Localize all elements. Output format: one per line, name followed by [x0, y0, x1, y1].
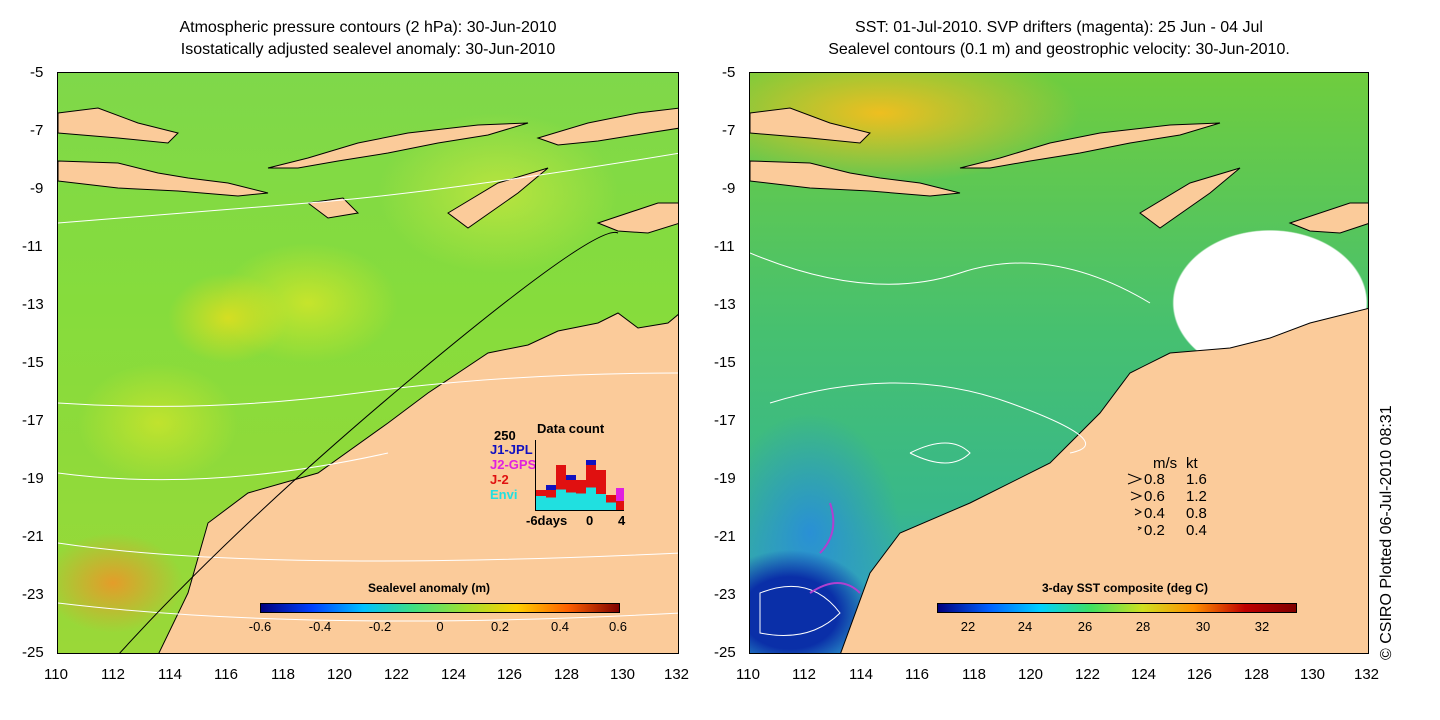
series-label-j2gps: J2-GPS	[490, 457, 537, 472]
sealevel-colorbar	[260, 603, 620, 613]
right-title-line1: SST: 01-Jul-2010. SVP drifters (magenta)…	[855, 19, 1263, 36]
series-label-j1: J1-JPL	[490, 442, 533, 457]
lat-label: -17	[22, 412, 44, 429]
data-count-max: 250	[494, 428, 516, 443]
histogram-bar	[566, 475, 576, 510]
lat-label: -17	[714, 412, 736, 429]
sealevel-colorbar-label: 0	[436, 619, 444, 634]
data-count-xlabel: 4	[618, 513, 626, 528]
copyright-text: © CSIRO Plotted 06-Jul-2010 08:31	[1378, 405, 1395, 660]
series-label-j2: J-2	[490, 472, 509, 487]
histogram-bar	[596, 470, 606, 510]
velocity-row-kt: 0.4	[1186, 522, 1207, 539]
velocity-row-kt: 1.6	[1186, 471, 1207, 488]
lon-label: 132	[1354, 666, 1380, 683]
lon-label: 114	[158, 666, 182, 683]
sealevel-anomaly-map	[57, 72, 679, 654]
lat-label: -11	[22, 238, 43, 255]
sst-colorbar	[937, 603, 1297, 613]
lat-label: -23	[714, 586, 736, 603]
lat-label: -15	[714, 354, 736, 371]
data-count-title: Data count	[537, 421, 605, 436]
lat-label: -9	[30, 180, 44, 197]
lon-label: 130	[1300, 666, 1326, 683]
histogram-bar	[536, 490, 546, 510]
lat-label: -7	[30, 122, 44, 139]
lon-label: 116	[905, 666, 929, 683]
lat-label: -7	[722, 122, 736, 139]
sst-colorbar-label: 28	[1135, 619, 1151, 634]
histogram-bar	[556, 465, 566, 510]
velocity-header-ms: m/s	[1153, 455, 1178, 472]
lon-label: 124	[1131, 666, 1157, 683]
series-label-envi: Envi	[490, 487, 518, 502]
lon-label: 128	[554, 666, 580, 683]
lon-label: 132	[664, 666, 690, 683]
velocity-row-ms: 0.2	[1144, 522, 1165, 539]
lat-label: -19	[22, 470, 44, 487]
lat-label: -13	[22, 296, 44, 313]
lat-label: -5	[30, 64, 44, 81]
lon-label: 116	[214, 666, 238, 683]
lon-label: 114	[849, 666, 873, 683]
lat-label: -21	[714, 528, 736, 545]
sealevel-colorbar-label: 0.2	[490, 619, 510, 634]
velocity-row-ms: 0.6	[1144, 488, 1165, 505]
data-count-histogram	[535, 440, 624, 511]
lat-label: -9	[722, 180, 736, 197]
sst-colorbar-label: 24	[1017, 619, 1033, 634]
velocity-row-ms: 0.4	[1144, 505, 1165, 522]
sst-colorbar-label: 32	[1254, 619, 1270, 634]
lon-label: 124	[441, 666, 467, 683]
sealevel-colorbar-label: 0.6	[608, 619, 628, 634]
sealevel-colorbar-label: -0.2	[368, 619, 392, 634]
lat-label: -15	[22, 354, 44, 371]
lon-label: 120	[327, 666, 353, 683]
lon-label: 120	[1018, 666, 1044, 683]
histogram-bar	[576, 480, 586, 510]
sst-colorbar-label: 30	[1195, 619, 1211, 634]
histogram-bar	[586, 460, 596, 510]
lat-label: -25	[714, 644, 736, 661]
lat-label: -19	[714, 470, 736, 487]
velocity-row-kt: 0.8	[1186, 505, 1207, 522]
data-count-xlabel: -6days	[526, 513, 568, 528]
sst-map	[749, 72, 1369, 654]
lon-label: 130	[610, 666, 636, 683]
sealevel-colorbar-label: -0.4	[308, 619, 332, 634]
lon-label: 128	[1244, 666, 1270, 683]
lat-label: -25	[22, 644, 44, 661]
lon-label: 122	[384, 666, 410, 683]
left-title-line2: Isostatically adjusted sealevel anomaly:…	[180, 41, 556, 58]
lon-label: 118	[962, 666, 986, 683]
lon-label: 122	[1075, 666, 1101, 683]
histogram-bar	[546, 485, 556, 510]
sealevel-colorbar-label: -0.6	[248, 619, 272, 634]
lat-label: -13	[714, 296, 736, 313]
lon-label: 126	[497, 666, 523, 683]
lon-label: 112	[792, 666, 816, 683]
lon-label: 110	[44, 666, 68, 683]
velocity-header-kt: kt	[1186, 455, 1198, 472]
lon-label: 112	[101, 666, 125, 683]
lon-label: 110	[736, 666, 760, 683]
velocity-row-kt: 1.2	[1186, 488, 1207, 505]
right-colorbar-title: 3-day SST composite (deg C)	[1042, 581, 1209, 595]
left-colorbar-title: Sealevel anomaly (m)	[368, 581, 491, 595]
data-count-xlabel: 0	[586, 513, 594, 528]
sst-colorbar-label: 26	[1077, 619, 1093, 634]
lat-label: -5	[722, 64, 736, 81]
histogram-bar	[606, 495, 616, 510]
right-title-line2: Sealevel contours (0.1 m) and geostrophi…	[828, 41, 1290, 58]
lat-label: -21	[22, 528, 44, 545]
sst-colorbar-label: 22	[960, 619, 976, 634]
velocity-row-ms: 0.8	[1144, 471, 1165, 488]
sealevel-colorbar-label: 0.4	[550, 619, 570, 634]
lat-label: -23	[22, 586, 44, 603]
lat-label: -11	[714, 238, 735, 255]
left-title-line1: Atmospheric pressure contours (2 hPa): 3…	[179, 19, 557, 36]
histogram-bar	[616, 488, 624, 510]
lon-label: 118	[271, 666, 295, 683]
lon-label: 126	[1187, 666, 1213, 683]
